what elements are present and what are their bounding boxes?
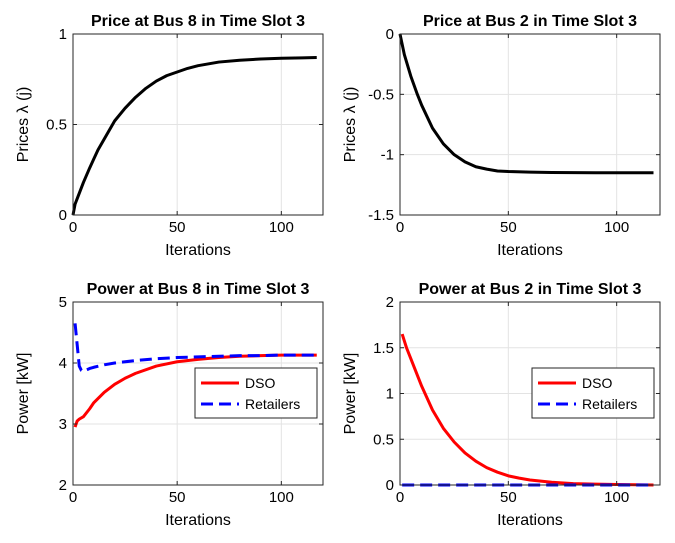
- x-tick-label: 100: [269, 219, 294, 236]
- y-tick-label: 0: [59, 207, 67, 224]
- x-tick-label: 0: [69, 219, 77, 236]
- legend-box: [194, 367, 318, 419]
- x-tick-label: 50: [500, 219, 517, 236]
- y-tick-label: 1: [386, 386, 394, 403]
- y-tick-label: 4: [59, 355, 67, 372]
- y-tick-label: 5: [59, 294, 67, 311]
- y-axis-label: Prices λ (j): [15, 87, 32, 163]
- subplot-title: Power at Bus 8 in Time Slot 3: [87, 281, 310, 298]
- y-tick-label: 0: [386, 477, 394, 494]
- legend: DSO Retailers: [194, 367, 318, 419]
- y-axis-label: Prices λ (j): [342, 87, 359, 163]
- axes-box: [399, 33, 661, 216]
- legend: DSO Retailers: [531, 367, 655, 419]
- legend-box: [531, 367, 655, 419]
- series-line-dso: [400, 333, 654, 487]
- x-tick-label: 0: [69, 489, 77, 506]
- y-tick-label: 1.5: [373, 340, 394, 357]
- x-axis-label: Iterations: [497, 512, 563, 529]
- x-tick-label: 100: [269, 489, 294, 506]
- y-tick-label: -1: [381, 147, 394, 164]
- subplot-1: 0 50 100 0 0.5 1 Price at Bus 8 in Time Slot 3…: [15, 13, 324, 259]
- series-line-dso: [73, 353, 317, 428]
- legend-label-retailers: Retailers: [245, 396, 300, 412]
- subplot-3: 0 50 100 2 3 4 5 Power at Bus 8 in Time Slot 3 I…: [15, 281, 324, 529]
- legend-label-retailers: Retailers: [582, 396, 637, 412]
- subplot-2: 0 50 100 -1.5 -1 -0.5 0 Price at Bus 2 in Time …: [342, 13, 661, 259]
- y-tick-label: -1.5: [368, 207, 394, 224]
- y-tick-label: 0.5: [373, 431, 394, 448]
- subplot-4: 0 50 100 0 0.5 1 1.5 2 Power at Bus 2 in Time Sl…: [342, 281, 661, 529]
- axes-box: [72, 301, 324, 486]
- x-tick-label: 0: [396, 489, 404, 506]
- legend-label-dso: DSO: [582, 375, 612, 391]
- x-tick-label: 50: [169, 219, 186, 236]
- y-tick-label: 0.5: [46, 117, 67, 134]
- series-line-1: [398, 33, 654, 175]
- x-tick-label: 0: [396, 219, 404, 236]
- subplot-title: Power at Bus 2 in Time Slot 3: [419, 281, 642, 298]
- x-tick-label: 100: [604, 489, 629, 506]
- x-axis-label: Iterations: [497, 242, 563, 259]
- subplot-title: Price at Bus 8 in Time Slot 3: [91, 13, 305, 30]
- y-tick-label: 2: [59, 477, 67, 494]
- y-tick-label: 2: [386, 294, 394, 311]
- y-tick-label: 3: [59, 416, 67, 433]
- x-axis-label: Iterations: [165, 242, 231, 259]
- x-tick-label: 100: [604, 219, 629, 236]
- series-line-1: [71, 56, 317, 216]
- y-tick-label: -0.5: [368, 86, 394, 103]
- y-tick-label: 0: [386, 26, 394, 43]
- y-axis-label: Power [kW]: [15, 353, 32, 435]
- subplot-title: Price at Bus 2 in Time Slot 3: [423, 13, 637, 30]
- x-tick-label: 50: [169, 489, 186, 506]
- y-tick-label: 1: [59, 26, 67, 43]
- x-axis-label: Iterations: [165, 512, 231, 529]
- series-line-retailers: [73, 323, 317, 374]
- x-tick-label: 50: [500, 489, 517, 506]
- legend-label-dso: DSO: [245, 375, 275, 391]
- y-axis-label: Power [kW]: [342, 353, 359, 435]
